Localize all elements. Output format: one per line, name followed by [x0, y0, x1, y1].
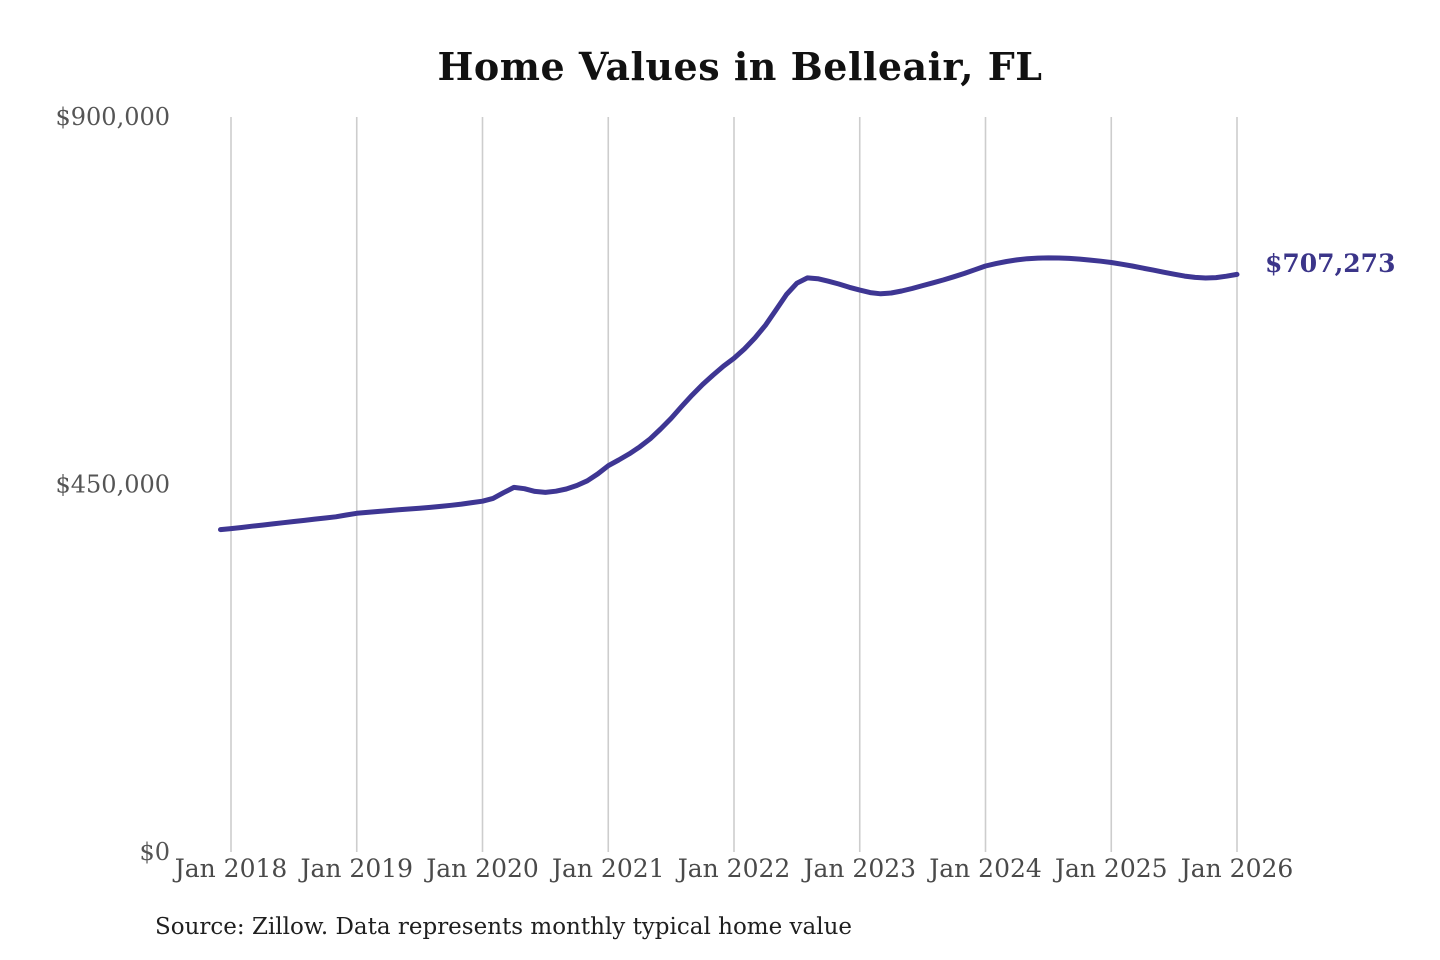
value-line	[218, 255, 1240, 533]
y-tick-label: $0	[139, 838, 170, 866]
x-tick-label: Jan 2018	[172, 854, 288, 883]
chart-title: Home Values in Belleair, FL	[437, 44, 1043, 89]
x-tick-label: Jan 2020	[423, 854, 539, 883]
x-tick-label: Jan 2021	[549, 854, 665, 883]
x-tick-label: Jan 2019	[297, 854, 413, 883]
current-value-label: $707,273	[1265, 249, 1396, 278]
y-tick-label: $900,000	[55, 103, 170, 131]
y-tick-label: $450,000	[55, 471, 170, 499]
source-note: Source: Zillow. Data represents monthly …	[155, 914, 853, 940]
x-tick-label: Jan 2024	[926, 854, 1042, 883]
x-tick-label: Jan 2022	[675, 854, 791, 883]
x-tick-label: Jan 2023	[800, 854, 916, 883]
x-tick-label: Jan 2026	[1178, 854, 1294, 883]
x-tick-label: Jan 2025	[1052, 854, 1168, 883]
